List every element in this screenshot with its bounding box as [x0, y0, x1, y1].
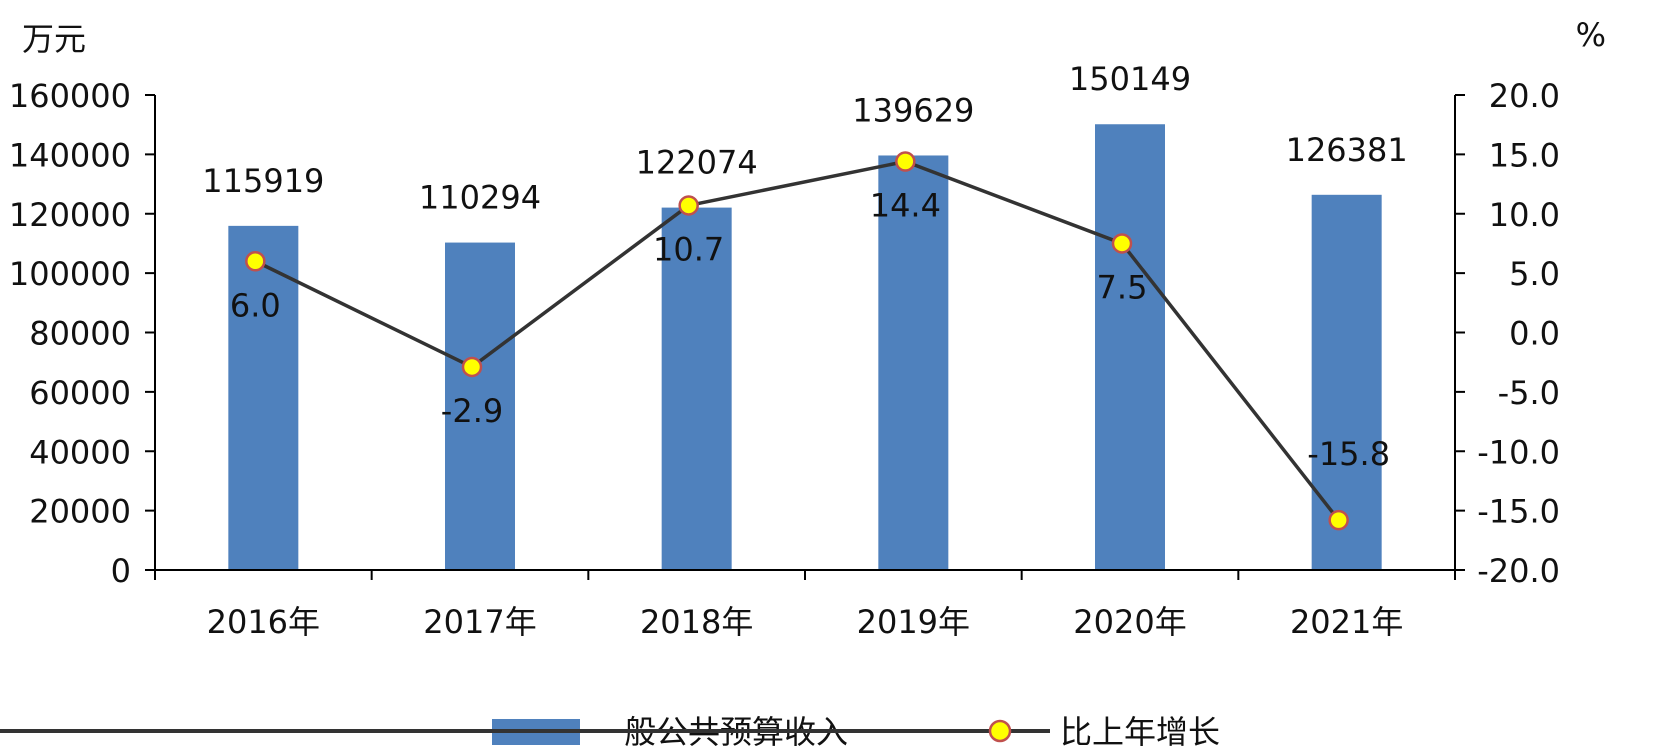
y2-tick-label: -10.0 [1477, 433, 1560, 471]
bar-value-label: 126381 [1286, 131, 1408, 169]
y-axis-unit-label: 万元 [22, 20, 86, 58]
y-tick-label: 40000 [29, 433, 131, 471]
y2-tick-label: -20.0 [1477, 552, 1560, 590]
growth-value-label: 10.7 [653, 230, 724, 268]
growth-marker [461, 356, 483, 378]
y2-tick-label: 20.0 [1489, 77, 1560, 115]
bar [228, 225, 299, 570]
growth-line [254, 159, 1341, 522]
y2-axis-unit-label: % [1576, 16, 1606, 54]
growth-marker [678, 195, 699, 216]
x-tick-label: 2016年 [207, 603, 320, 641]
y2-tick-label: 5.0 [1509, 255, 1560, 293]
y-tick-label: 120000 [9, 196, 131, 234]
legend: 一般公共预算收入 比上年增长 [0, 713, 1220, 751]
y-tick-label: 20000 [29, 493, 131, 531]
bar [878, 155, 949, 570]
bar-value-label: 115919 [202, 162, 324, 200]
x-tick-label: 2019年 [857, 603, 970, 641]
growth-value-label: -2.9 [441, 392, 503, 430]
growth-value-label: 7.5 [1097, 268, 1148, 306]
growth-marker [1328, 509, 1349, 531]
line-series [245, 151, 1349, 531]
x-tick-label: 2020年 [1073, 603, 1186, 641]
bar-series [228, 124, 1382, 571]
bar [1095, 124, 1165, 571]
y-tick-label: 0 [111, 552, 131, 590]
growth-value-label: 14.4 [870, 187, 941, 225]
y2-tick-label: -5.0 [1498, 374, 1560, 412]
bar-value-label: 150149 [1069, 60, 1191, 98]
bar-value-label: 122074 [636, 144, 758, 182]
bar-value-label: 110294 [419, 179, 541, 217]
y2-tick-label: 0.0 [1509, 315, 1560, 353]
bar [1311, 194, 1382, 571]
y2-tick-label: 15.0 [1489, 136, 1560, 174]
y2-tick-label: -15.0 [1477, 493, 1560, 531]
x-tick-label: 2018年 [640, 603, 753, 641]
growth-marker [1111, 233, 1133, 254]
growth-marker [895, 151, 916, 172]
bar-value-label: 139629 [852, 91, 974, 129]
x-tick-label: 2017年 [423, 603, 536, 641]
y2-tick-label: 10.0 [1489, 196, 1560, 234]
axes: 0 20000 40000 60000 80000 100000 120000 140000 1… [9, 77, 1560, 641]
bar [661, 207, 732, 570]
legend-line-label: 比上年增长 [1060, 713, 1220, 751]
growth-value-label: -15.8 [1307, 435, 1390, 473]
growth-value-label: 6.0 [230, 286, 281, 324]
y-tick-label: 60000 [29, 374, 131, 412]
y-tick-label: 160000 [9, 77, 131, 115]
y-tick-label: 80000 [29, 315, 131, 353]
y-tick-label: 100000 [9, 255, 131, 293]
growth-marker [245, 251, 266, 272]
bar [445, 242, 515, 570]
y-tick-label: 140000 [9, 136, 131, 174]
data-labels: 115919 110294 122074 139629 150149 126381 6.0 -… [202, 60, 1407, 473]
x-tick-label: 2021年 [1290, 603, 1403, 641]
legend-line-marker [988, 719, 1012, 743]
